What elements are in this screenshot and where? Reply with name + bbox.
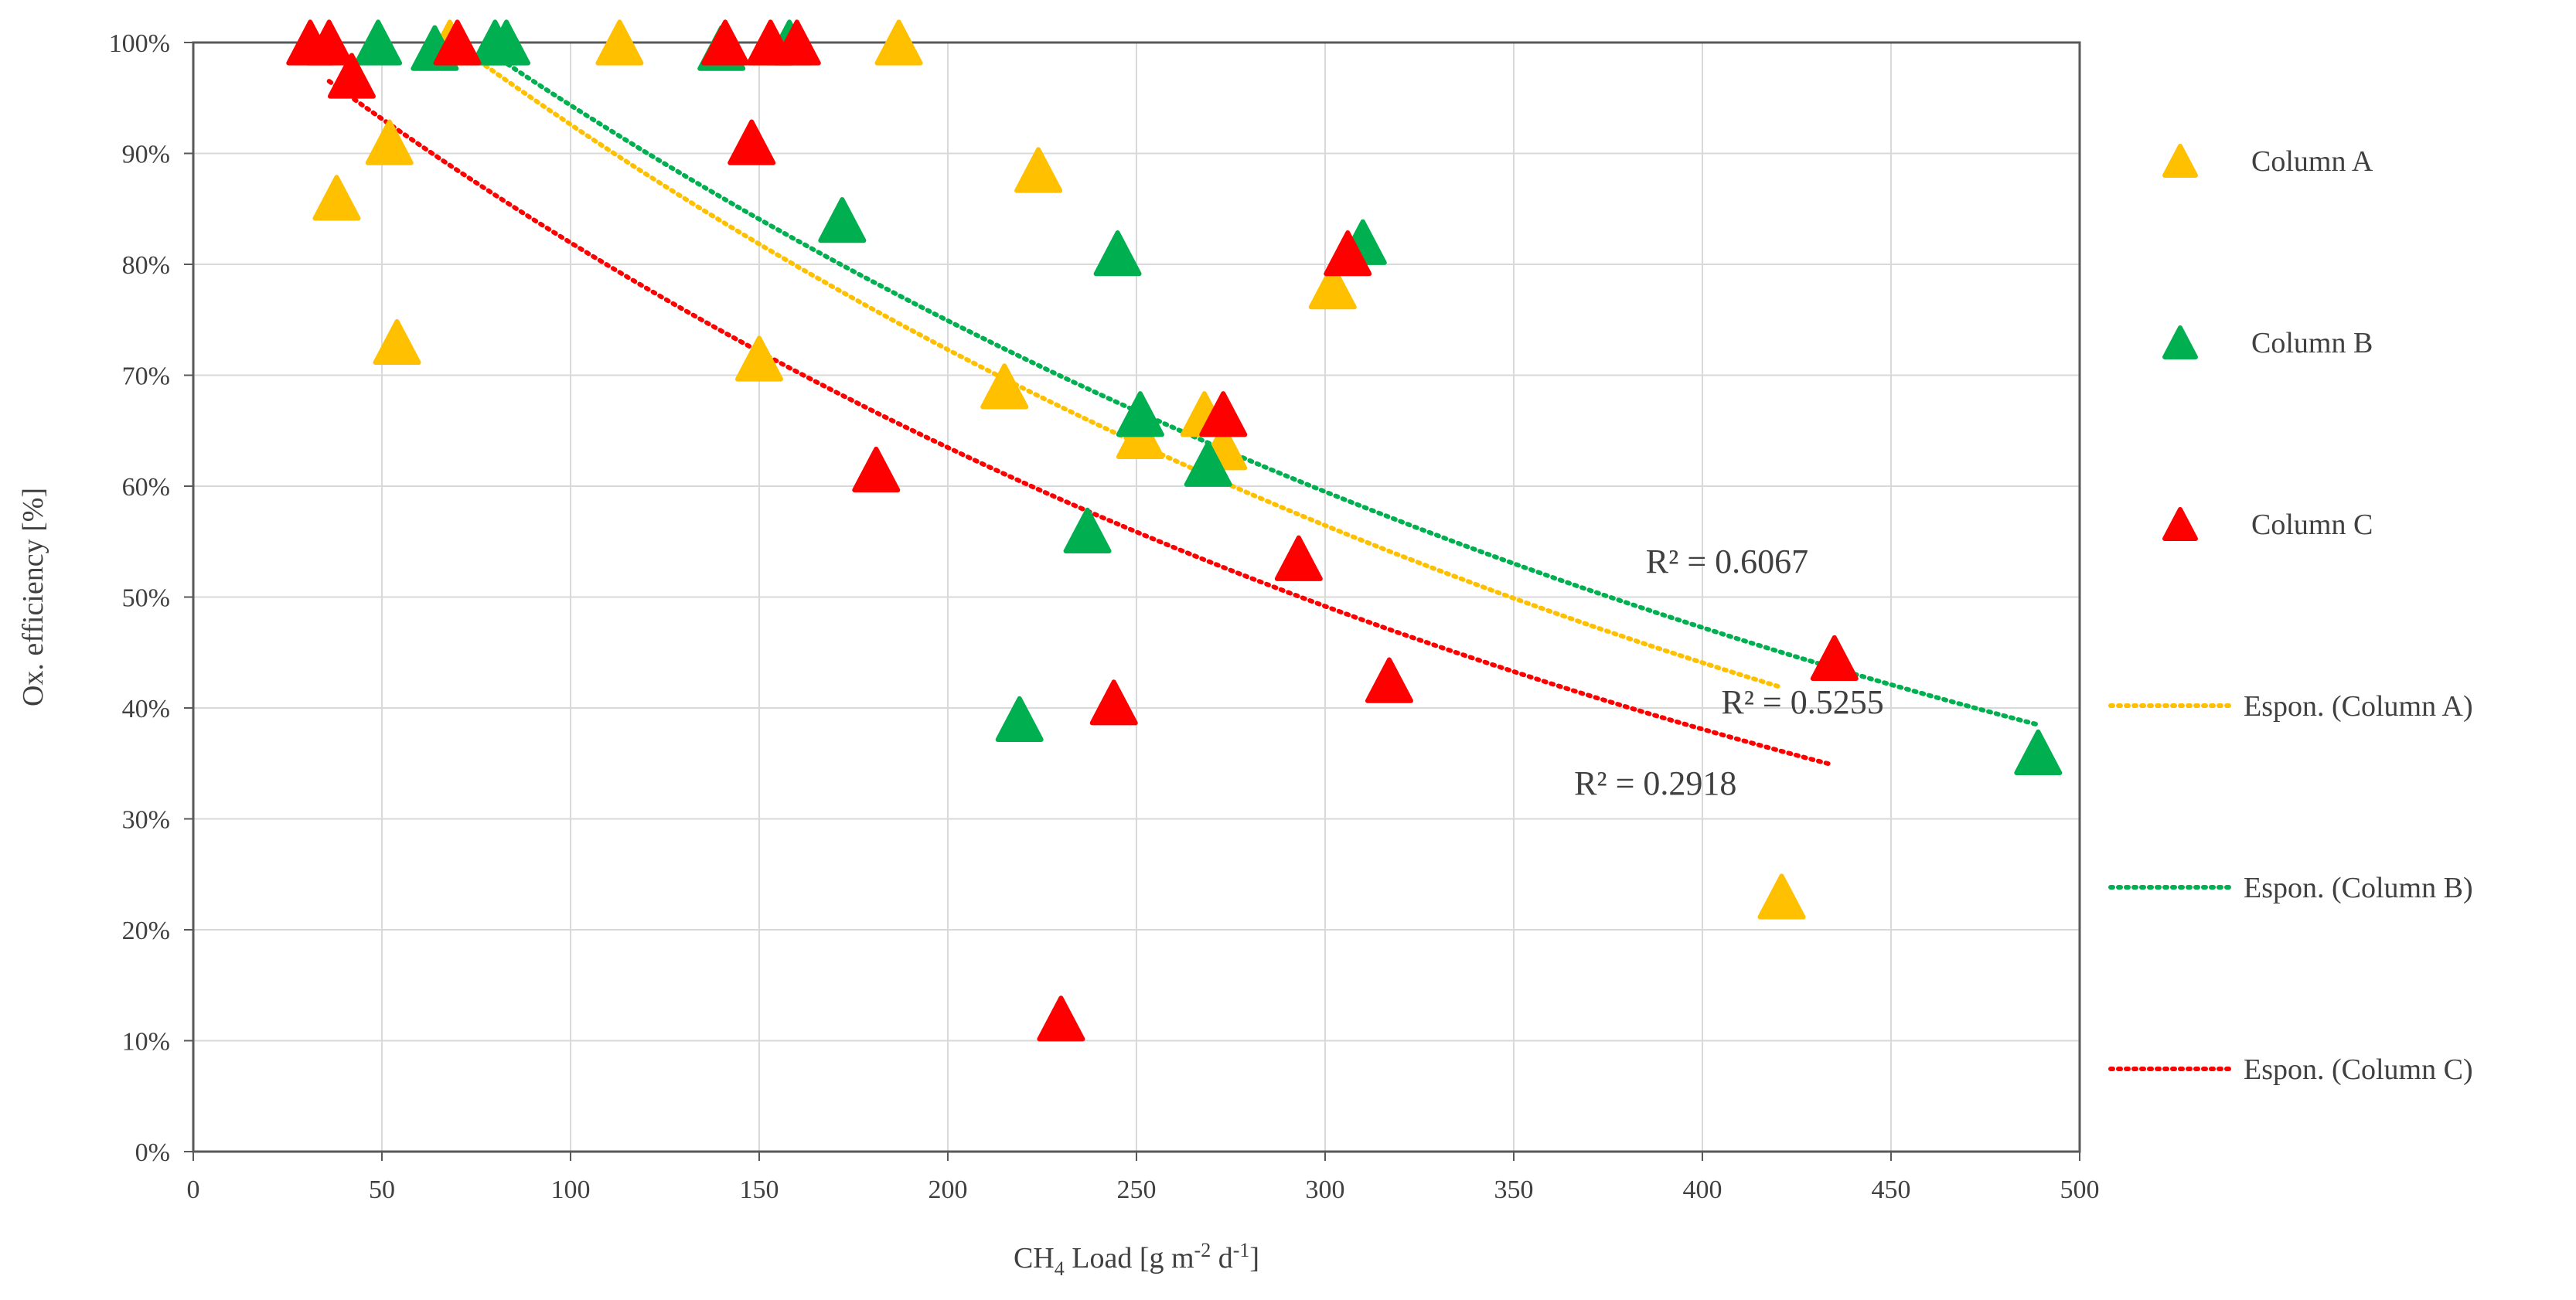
- y-tick-label: 100%: [109, 29, 170, 58]
- data-point-column-c: [1089, 679, 1138, 726]
- data-point-column-a: [1308, 264, 1357, 310]
- trendline-column-b: [479, 44, 2041, 727]
- x-tick-label: 100: [551, 1176, 591, 1204]
- x-tick-label: 300: [1306, 1176, 1345, 1204]
- data-point-column-c: [305, 19, 353, 66]
- data-point-column-c: [1324, 230, 1372, 277]
- y-tick-label: 60%: [122, 473, 170, 502]
- data-point-column-c: [772, 19, 821, 66]
- legend-marker-column-b: [2162, 325, 2198, 359]
- data-point-column-b: [995, 696, 1044, 742]
- y-tick-label: 0%: [135, 1138, 170, 1167]
- data-point-column-c: [1274, 535, 1323, 581]
- data-point-column-b: [2014, 729, 2063, 775]
- x-tick-label: 500: [2060, 1176, 2100, 1204]
- data-point-column-a: [874, 19, 923, 66]
- data-point-column-c: [1199, 391, 1248, 437]
- legend-label-espon-column-b: Espon. (Column B): [2244, 872, 2473, 904]
- data-point-column-a: [595, 19, 644, 66]
- data-point-column-b: [818, 197, 867, 243]
- data-point-column-c: [1810, 635, 1859, 682]
- data-point-column-c: [727, 119, 776, 165]
- y-tick-label: 30%: [122, 806, 170, 835]
- r2-label-column-c: R² = 0.2918: [1574, 764, 1736, 802]
- trendlines: [326, 44, 2041, 767]
- data-point-column-a: [980, 363, 1029, 410]
- x-tick-label: 0: [187, 1176, 200, 1204]
- data-point-column-c: [1365, 657, 1413, 703]
- legend: Column A Column B Column C Espon. (Column A…: [2108, 144, 2473, 1086]
- y-tick-label: 10%: [122, 1028, 170, 1057]
- data-points: [286, 19, 2063, 1042]
- x-axis-title: CH4 Load [g m-2 d-1]: [1014, 1239, 1259, 1280]
- data-point-column-a: [1757, 873, 1806, 920]
- trendline-column-c: [326, 79, 1833, 767]
- x-axis-ticks: 0 50 100 150 200 250 300 350 400 450 500: [187, 1152, 2100, 1204]
- data-point-column-b: [482, 19, 531, 66]
- data-point-column-a: [312, 175, 361, 221]
- data-point-column-c: [852, 446, 901, 493]
- legend-label-espon-column-a: Espon. (Column A): [2244, 690, 2473, 723]
- legend-label-column-a: Column A: [2251, 145, 2373, 178]
- legend-marker-column-c: [2162, 507, 2198, 541]
- x-tick-label: 400: [1683, 1176, 1722, 1204]
- legend-label-column-c: Column C: [2251, 509, 2373, 541]
- x-tick-label: 350: [1494, 1176, 1534, 1204]
- legend-label-espon-column-c: Espon. (Column C): [2244, 1053, 2473, 1086]
- data-point-column-c: [1037, 995, 1085, 1042]
- data-point-column-b: [1063, 507, 1112, 553]
- y-axis-title: Ox. efficiency [%]: [17, 488, 49, 706]
- data-point-column-a: [1014, 147, 1063, 193]
- legend-marker-column-a: [2162, 144, 2198, 178]
- data-point-column-c: [433, 19, 482, 66]
- data-point-column-a: [365, 119, 414, 165]
- y-axis-ticks: 0% 10% 20% 30% 40% 50% 60% 70% 80% 90% 100%: [109, 29, 193, 1167]
- r2-label-column-a: R² = 0.5255: [1721, 683, 1883, 721]
- data-point-column-b: [354, 19, 403, 66]
- x-tick-label: 150: [740, 1176, 779, 1204]
- x-tick-label: 250: [1117, 1176, 1157, 1204]
- trendline-column-a: [464, 49, 1784, 690]
- y-tick-label: 80%: [122, 251, 170, 280]
- legend-label-column-b: Column B: [2251, 327, 2373, 359]
- y-tick-label: 50%: [122, 584, 170, 613]
- data-point-column-b: [1093, 230, 1142, 277]
- data-point-column-a: [735, 335, 783, 382]
- data-point-column-c: [701, 19, 750, 66]
- r-squared-labels: R² = 0.5255 R² = 0.6067 R² = 0.2918: [1574, 543, 1884, 802]
- x-tick-label: 200: [929, 1176, 968, 1204]
- y-tick-label: 70%: [122, 362, 170, 391]
- data-point-column-b: [1116, 391, 1164, 437]
- data-point-column-b: [1184, 441, 1232, 487]
- y-tick-label: 90%: [122, 141, 170, 169]
- x-tick-label: 50: [369, 1176, 395, 1204]
- data-point-column-a: [373, 318, 421, 366]
- y-tick-label: 40%: [122, 695, 170, 723]
- y-tick-label: 20%: [122, 917, 170, 945]
- x-tick-label: 450: [1872, 1176, 1911, 1204]
- grid-lines: [193, 43, 2080, 1152]
- r2-label-column-b: R² = 0.6067: [1646, 543, 1808, 580]
- data-point-column-c: [327, 53, 376, 99]
